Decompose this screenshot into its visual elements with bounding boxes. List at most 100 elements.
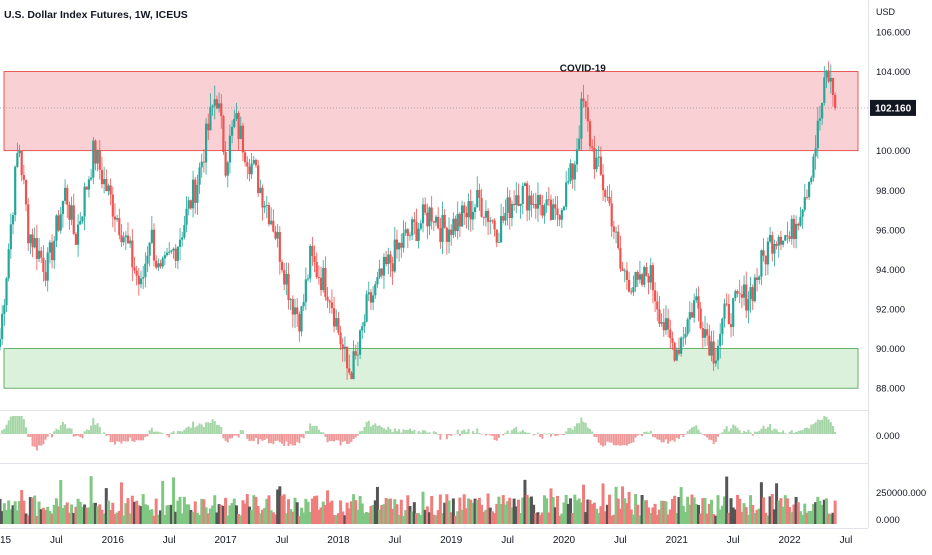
oscillator-bar [337,434,339,440]
oscillator-bar [541,434,543,439]
oscillator-bar [279,434,281,442]
candle-body [641,274,643,284]
oscillator-bar [355,434,357,437]
candle-body [287,274,289,300]
candle-body [42,258,44,272]
oscillator-bar [350,434,352,442]
candle-body [459,214,461,227]
oscillator-bar [376,426,378,434]
candle-body [385,257,387,264]
candle-body [565,182,567,206]
oscillator-bar [214,421,216,434]
oscillator-bar [795,432,797,434]
oscillator-bar [270,434,272,443]
oscillator-bar [381,427,383,434]
oscillator-bar [684,434,686,435]
oscillator-bar [732,425,734,434]
oscillator-bar [528,433,530,434]
candle-body [652,265,654,290]
oscillator-bar [368,421,370,434]
oscillator-bar [700,433,702,434]
oscillator-bar [32,434,34,446]
oscillator-bar [828,419,830,434]
candle-body [114,217,116,220]
candle-body [413,219,415,222]
candle-body [127,236,129,244]
candle-body [222,116,224,152]
oscillator-bar [0,434,1,435]
oscillator-bar [231,434,233,438]
candle-body [329,301,331,303]
oscillator-bar [53,431,55,434]
candle-body [736,291,738,293]
oscillator-bar [370,427,372,434]
oscillator-bar [261,434,263,441]
oscillator-bar [385,430,387,434]
price-tick-label: 100.000 [876,146,910,157]
candle-body [500,216,502,242]
candle-body [554,204,556,208]
oscillator-bar [765,429,767,434]
oscillator-bar [327,434,329,442]
oscillator-bar [771,430,773,434]
volume-histogram [0,476,837,524]
oscillator-bar [398,429,400,434]
oscillator-bar [92,418,94,434]
oscillator-bar [94,425,96,434]
oscillator-bar [815,422,817,434]
candle-body [18,150,20,153]
oscillator-bar [303,434,305,438]
oscillator-bar [42,434,44,444]
candle-body [318,277,320,278]
candle-body [615,232,617,233]
oscillator-bar [418,431,420,434]
oscillator-bar [379,425,381,434]
candle-body [342,344,344,348]
candle-body [422,204,424,223]
oscillator-bar [140,434,142,440]
oscillator-bar [216,425,218,434]
candle-body [630,292,632,293]
oscillator-bar [658,434,660,440]
candle-body [21,150,23,175]
oscillator-bar [769,424,771,434]
oscillator-bar [713,434,715,444]
candle-body [756,277,758,280]
candle-body [274,232,276,239]
candle-body [561,210,563,220]
candle-body [825,71,827,78]
candle-body [563,207,565,210]
candle-body [637,272,639,280]
oscillator-bar [29,434,31,437]
candle-body [79,221,81,224]
oscillator-bar [602,434,604,447]
candle-body [363,322,365,326]
candle-body [834,95,836,108]
oscillator-bar [520,431,522,434]
oscillator-bar [515,427,517,434]
oscillator-bar [110,434,112,442]
oscillator-bar [253,434,255,441]
candle-body [420,223,422,228]
oscillator-bar [177,431,179,434]
candle-body [320,278,322,290]
oscillator-bar [118,434,120,442]
candle-body [648,276,650,283]
candle-body [489,220,491,221]
oscillator-bar [671,434,673,440]
candle-body [496,230,498,243]
candle-body [791,219,793,239]
candle-body [830,78,832,82]
candle-body [112,195,114,217]
candle-body [62,201,64,214]
oscillator-bar [71,429,73,434]
oscillator-zero-label: 0.000 [876,431,900,442]
candle-body [242,126,244,153]
oscillator-bar [147,434,149,436]
oscillator-bar [186,427,188,434]
oscillator-bar [448,434,450,435]
candle-body [658,310,660,324]
candle-body [296,307,298,314]
oscillator-bar [203,427,205,434]
candle-body [556,208,558,215]
